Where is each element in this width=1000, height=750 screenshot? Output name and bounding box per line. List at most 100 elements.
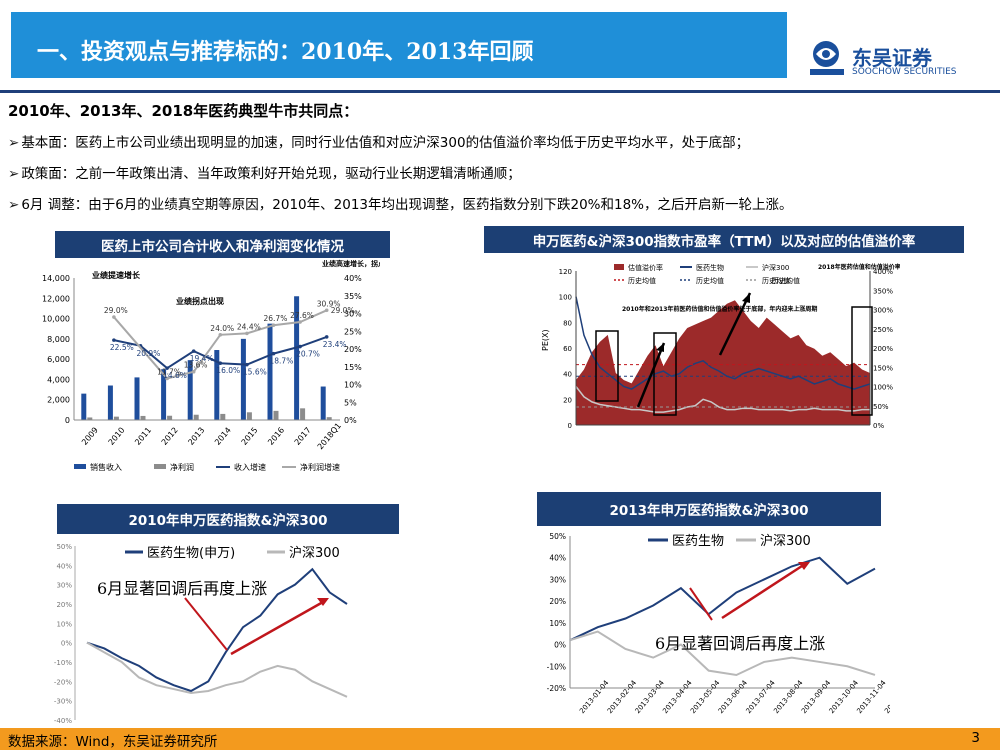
logo-mark-icon: [810, 41, 844, 75]
y-tick-label: 12,000: [42, 294, 70, 303]
y-tick-label: 10,000: [42, 315, 70, 324]
data-point: [165, 376, 169, 381]
revenue-growth-label: 19.4%: [190, 354, 214, 363]
revenue-growth-label: 20.9%: [137, 349, 161, 358]
y2-tick-label: 0%: [873, 422, 884, 430]
chart2-title: 申万医药&沪深300指数市盈率（TTM）以及对应的估值溢价率: [484, 226, 964, 253]
y-tick-label: 100: [559, 294, 572, 302]
arrow-bullet-icon: ➢: [8, 166, 20, 182]
trend-arrow-icon: [718, 292, 752, 356]
trend-arrow-icon: [230, 600, 324, 656]
y2-tick-label: 40%: [344, 274, 362, 283]
profit-growth-label: 30.9%: [317, 299, 341, 308]
trend-arrow-icon: [184, 597, 228, 651]
y-tick-label: 14,000: [42, 274, 70, 283]
y-tick-label: 20: [563, 396, 572, 404]
chart2-pe-premium: 120 100 80 60 40 20 0 400% 350% 300% 250% 200% 150% 1…: [541, 263, 900, 430]
profit-bar: [273, 410, 279, 420]
y2-tick-label: 200%: [873, 345, 893, 353]
profit-bar: [167, 415, 173, 420]
highlight-box-2010: [595, 330, 619, 402]
pe-pharma-line: [575, 296, 871, 390]
profit-bar: [140, 415, 146, 420]
profit-bar: [300, 408, 306, 420]
y-tick-label: 40%: [56, 562, 72, 570]
y2-tick-label: 150%: [873, 364, 893, 372]
x-tick-label: 2009: [80, 426, 100, 447]
data-point: [112, 315, 116, 319]
chart4-2013-index: 50%40%30%20%10%0%-10%-20% 2013-01-042013-…: [547, 532, 890, 715]
arrow-head-icon: [656, 343, 664, 352]
y-tick-label: 0%: [554, 641, 566, 650]
hs300-index-line: [569, 630, 876, 677]
page-title: 一、投资观点与推荐标的：2010年、2013年回顾: [37, 39, 534, 65]
legend-label: 净利润: [170, 462, 194, 472]
highlight-box-2013: [653, 332, 677, 416]
y-tick-label: -20%: [54, 678, 72, 686]
y-tick-label: 30%: [56, 582, 72, 590]
data-point: [298, 344, 302, 349]
data-point: [191, 369, 196, 374]
data-point: [271, 323, 276, 328]
y-tick-label: 40: [563, 371, 572, 379]
legend-label: 医药生物: [696, 263, 724, 272]
header-rule: [0, 90, 1000, 93]
premium-area: [576, 300, 870, 425]
legend-label: 沪深300: [760, 533, 811, 549]
y-tick-label: 6,000: [47, 355, 70, 364]
x-tick-label: 2015: [240, 426, 260, 447]
x-tick-label: 2013: [186, 426, 206, 447]
profit-bar: [326, 417, 332, 420]
y-tick-label: 80: [563, 319, 572, 327]
y2-tick-label: 30%: [344, 310, 362, 319]
legend-label: 历史均值: [762, 276, 790, 285]
revenue-growth-label: 20.7%: [296, 350, 320, 359]
profit-bar: [113, 416, 119, 420]
trend-arrow-icon: [721, 564, 803, 620]
page-number: 3: [971, 730, 980, 746]
legend-label: 历史均值: [696, 276, 724, 285]
arrow-bullet-icon: ➢: [8, 135, 20, 151]
y-tick-label: -10%: [54, 659, 72, 667]
bullet-june-adjustment: ➢ 6月 调整：由于6月的业绩真空期等原因，2010年、2013年均出现调整，医药…: [8, 197, 793, 213]
profit-growth-label: 26.7%: [264, 314, 288, 323]
chart3-title: 2010年申万医药指数&沪深300: [57, 504, 399, 534]
revenue-growth-label: 18.7%: [270, 357, 294, 366]
legend-label: 医药生物(申万): [147, 546, 235, 561]
revenue-bar: [320, 386, 326, 420]
chart3-legend: 医药生物(申万) 沪深300: [125, 545, 340, 561]
profit-growth-label: 24.0%: [210, 324, 234, 333]
data-point: [271, 351, 276, 356]
hs300-index-line: [86, 641, 348, 698]
y-tick-label: 10%: [549, 619, 566, 628]
y2-tick-label: 35%: [344, 292, 362, 301]
data-point: [191, 349, 196, 353]
revenue-growth-label: 23.4%: [323, 340, 347, 349]
title-bar: 一、投资观点与推荐标的：2010年、2013年回顾: [11, 12, 787, 78]
y-tick-label: -10%: [547, 662, 566, 671]
y2-tick-label: 20%: [344, 345, 362, 354]
data-point: [324, 308, 329, 313]
revenue-growth-label: 14.6%: [163, 371, 187, 380]
y-tick-label: 10%: [56, 620, 72, 628]
profit-growth-label: 29.0%: [104, 306, 128, 315]
arrow-bullet-icon: ➢: [8, 197, 20, 213]
pharma-index-line: [86, 567, 348, 693]
y-tick-label: -20%: [547, 684, 566, 693]
data-point: [165, 366, 169, 370]
legend-label: 历史均值: [628, 276, 656, 285]
legend-label: 沪深300: [289, 545, 340, 561]
profit-bar: [246, 412, 252, 420]
y-tick-label: 20%: [56, 601, 72, 609]
chart1-legend: 销售收入 净利润 收入增速 净利润增速: [74, 462, 340, 472]
y2-tick-label: 5%: [344, 398, 357, 407]
y2-tick-label: 300%: [873, 307, 893, 315]
x-tick-label: 2012: [160, 426, 180, 447]
legend-swatch: [154, 464, 166, 469]
legend-swatch: [614, 264, 624, 270]
profit-growth-label: 29.0%: [331, 306, 355, 315]
y2-tick-label: 350%: [873, 287, 893, 295]
data-point: [218, 361, 223, 365]
revenue-bar: [240, 338, 246, 420]
subheading: 2010年、2013年、2018年医药典型牛市共同点：: [8, 102, 359, 120]
